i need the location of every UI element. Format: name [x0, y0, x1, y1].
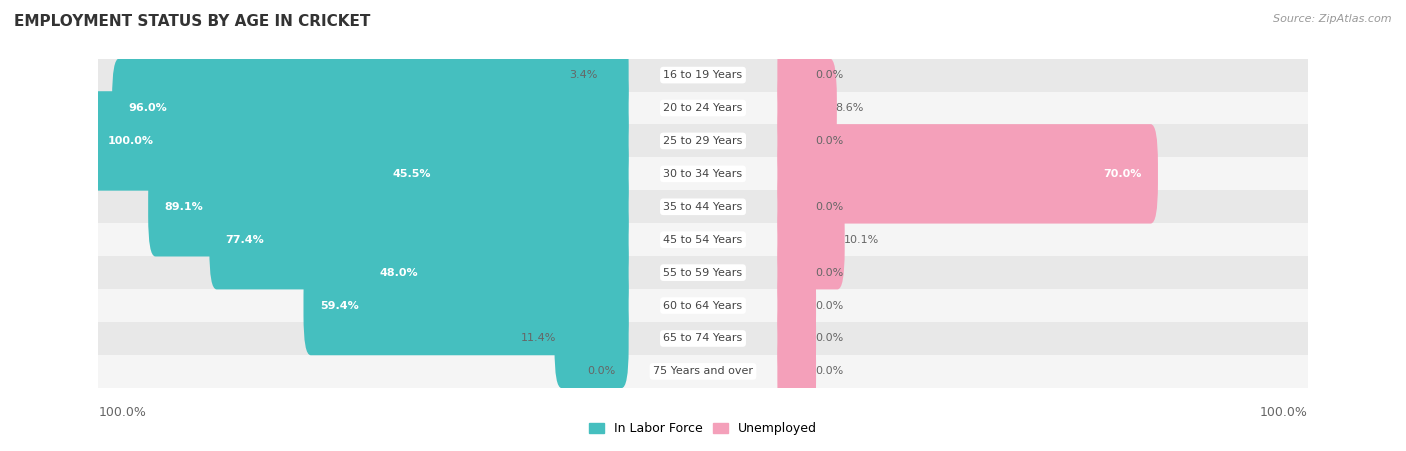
- Text: 45.5%: 45.5%: [392, 169, 432, 179]
- FancyBboxPatch shape: [91, 91, 628, 191]
- FancyBboxPatch shape: [778, 256, 815, 355]
- FancyBboxPatch shape: [148, 157, 628, 257]
- FancyBboxPatch shape: [778, 223, 815, 322]
- FancyBboxPatch shape: [304, 256, 628, 355]
- Text: 65 to 74 Years: 65 to 74 Years: [664, 333, 742, 344]
- Text: 45 to 54 Years: 45 to 54 Years: [664, 235, 742, 245]
- Text: 89.1%: 89.1%: [165, 202, 204, 212]
- Text: 0.0%: 0.0%: [815, 333, 844, 344]
- Text: 70.0%: 70.0%: [1104, 169, 1142, 179]
- FancyBboxPatch shape: [778, 289, 815, 388]
- FancyBboxPatch shape: [778, 322, 815, 421]
- FancyBboxPatch shape: [98, 124, 1308, 157]
- Text: 0.0%: 0.0%: [815, 70, 844, 80]
- Text: 16 to 19 Years: 16 to 19 Years: [664, 70, 742, 80]
- FancyBboxPatch shape: [363, 223, 628, 322]
- Text: 0.0%: 0.0%: [815, 267, 844, 278]
- Text: 10.1%: 10.1%: [844, 235, 879, 245]
- FancyBboxPatch shape: [778, 157, 815, 257]
- Text: 48.0%: 48.0%: [380, 267, 418, 278]
- Text: 11.4%: 11.4%: [520, 333, 555, 344]
- FancyBboxPatch shape: [778, 91, 815, 191]
- Text: 20 to 24 Years: 20 to 24 Years: [664, 103, 742, 113]
- FancyBboxPatch shape: [377, 124, 628, 224]
- FancyBboxPatch shape: [98, 355, 1308, 388]
- FancyBboxPatch shape: [596, 25, 628, 125]
- FancyBboxPatch shape: [209, 190, 628, 290]
- Text: 25 to 29 Years: 25 to 29 Years: [664, 136, 742, 146]
- FancyBboxPatch shape: [778, 190, 845, 290]
- Text: 3.4%: 3.4%: [569, 70, 598, 80]
- Text: 0.0%: 0.0%: [815, 202, 844, 212]
- Text: 100.0%: 100.0%: [98, 406, 146, 419]
- Text: 0.0%: 0.0%: [588, 366, 616, 377]
- Text: 96.0%: 96.0%: [128, 103, 167, 113]
- FancyBboxPatch shape: [112, 58, 628, 158]
- FancyBboxPatch shape: [98, 256, 1308, 289]
- FancyBboxPatch shape: [98, 322, 1308, 355]
- FancyBboxPatch shape: [98, 223, 1308, 256]
- FancyBboxPatch shape: [778, 25, 815, 125]
- Legend: In Labor Force, Unemployed: In Labor Force, Unemployed: [583, 417, 823, 440]
- Text: 8.6%: 8.6%: [835, 103, 865, 113]
- FancyBboxPatch shape: [98, 289, 1308, 322]
- FancyBboxPatch shape: [778, 58, 837, 158]
- Text: 77.4%: 77.4%: [226, 235, 264, 245]
- FancyBboxPatch shape: [98, 59, 1308, 92]
- Text: 100.0%: 100.0%: [107, 136, 153, 146]
- FancyBboxPatch shape: [98, 190, 1308, 223]
- FancyBboxPatch shape: [98, 157, 1308, 190]
- Text: 0.0%: 0.0%: [815, 366, 844, 377]
- Text: 0.0%: 0.0%: [815, 300, 844, 311]
- FancyBboxPatch shape: [98, 92, 1308, 124]
- FancyBboxPatch shape: [554, 289, 628, 388]
- Text: 30 to 34 Years: 30 to 34 Years: [664, 169, 742, 179]
- Text: Source: ZipAtlas.com: Source: ZipAtlas.com: [1274, 14, 1392, 23]
- Text: 75 Years and over: 75 Years and over: [652, 366, 754, 377]
- Text: 59.4%: 59.4%: [319, 300, 359, 311]
- Text: 0.0%: 0.0%: [815, 136, 844, 146]
- Text: 55 to 59 Years: 55 to 59 Years: [664, 267, 742, 278]
- Text: 35 to 44 Years: 35 to 44 Years: [664, 202, 742, 212]
- Text: 60 to 64 Years: 60 to 64 Years: [664, 300, 742, 311]
- FancyBboxPatch shape: [778, 124, 1159, 224]
- Text: 100.0%: 100.0%: [1260, 406, 1308, 419]
- Text: EMPLOYMENT STATUS BY AGE IN CRICKET: EMPLOYMENT STATUS BY AGE IN CRICKET: [14, 14, 370, 28]
